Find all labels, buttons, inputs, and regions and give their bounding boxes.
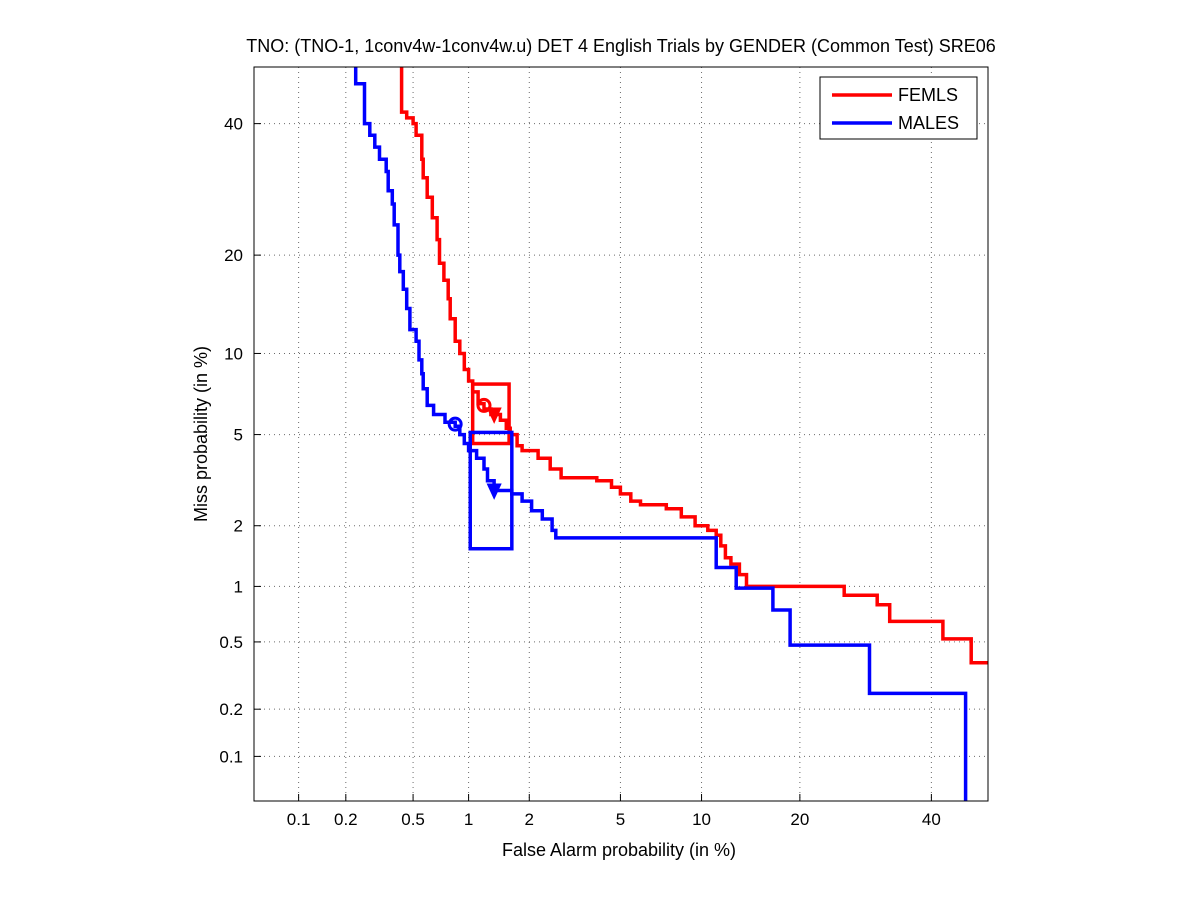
legend-box	[819, 76, 978, 140]
x-axis: 0.1 0.2 0.5 1 2 5 10 20 40	[287, 794, 941, 829]
x-tick-label: 40	[922, 810, 941, 829]
series-males	[353, 67, 968, 801]
y-tick-label: 40	[224, 115, 243, 134]
x-tick-label: 2	[525, 810, 534, 829]
y-tick-label: 5	[234, 426, 243, 445]
actual-point-femls	[476, 397, 492, 413]
min-point-males	[486, 483, 502, 500]
y-tick-label: 20	[224, 246, 243, 265]
x-tick-label: 10	[692, 810, 711, 829]
chart-title: TNO: (TNO-1, 1conv4w-1conv4w.u) DET 4 En…	[246, 36, 996, 56]
legend-label-males: MALES	[898, 113, 959, 133]
y-tick-label: 1	[234, 577, 243, 596]
y-tick-label: 0.2	[219, 700, 243, 719]
y-tick-label: 2	[234, 517, 243, 536]
actual-point-males	[447, 416, 463, 432]
grid	[254, 67, 988, 801]
y-axis-label: Miss probability (in %)	[191, 346, 211, 522]
x-tick-label: 1	[464, 810, 473, 829]
series-layer	[353, 67, 988, 801]
y-tick-label: 10	[224, 344, 243, 363]
det-curve-femls	[399, 67, 988, 665]
x-tick-label: 0.1	[287, 810, 311, 829]
x-axis-label: False Alarm probability (in %)	[502, 840, 736, 860]
plot-frame	[253, 66, 989, 802]
min-point-femls	[486, 407, 502, 424]
det-curve-males	[353, 67, 968, 801]
legend: FEMLS MALES	[819, 76, 978, 140]
x-tick-label: 0.5	[401, 810, 425, 829]
legend-label-femls: FEMLS	[898, 85, 958, 105]
y-tick-label: 0.5	[219, 633, 243, 652]
y-axis: 0.1 0.2 0.5 1 2 5 10 20 40	[219, 115, 261, 766]
x-tick-label: 20	[790, 810, 809, 829]
x-tick-label: 5	[616, 810, 625, 829]
series-femls	[399, 67, 988, 665]
x-tick-label: 0.2	[334, 810, 358, 829]
confidence-box-femls	[470, 382, 511, 446]
y-tick-label: 0.1	[219, 747, 243, 766]
